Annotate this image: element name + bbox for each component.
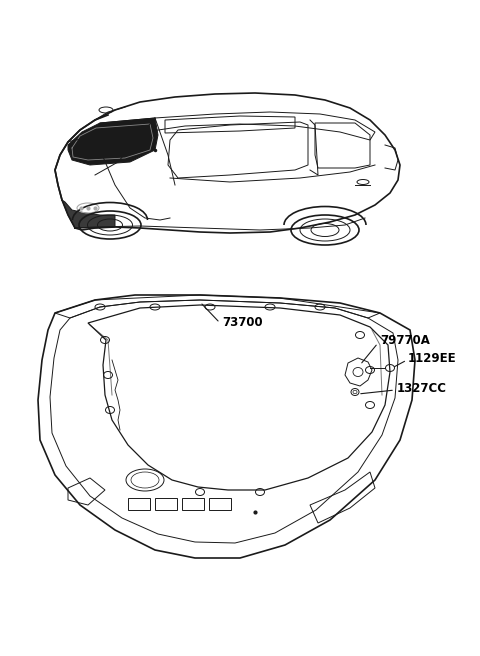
Text: 1129EE: 1129EE	[408, 352, 456, 365]
Polygon shape	[62, 200, 115, 228]
Polygon shape	[68, 118, 158, 165]
Text: 1327CC: 1327CC	[397, 382, 447, 396]
Text: 73700: 73700	[222, 316, 263, 329]
Text: 79770A: 79770A	[380, 333, 430, 346]
